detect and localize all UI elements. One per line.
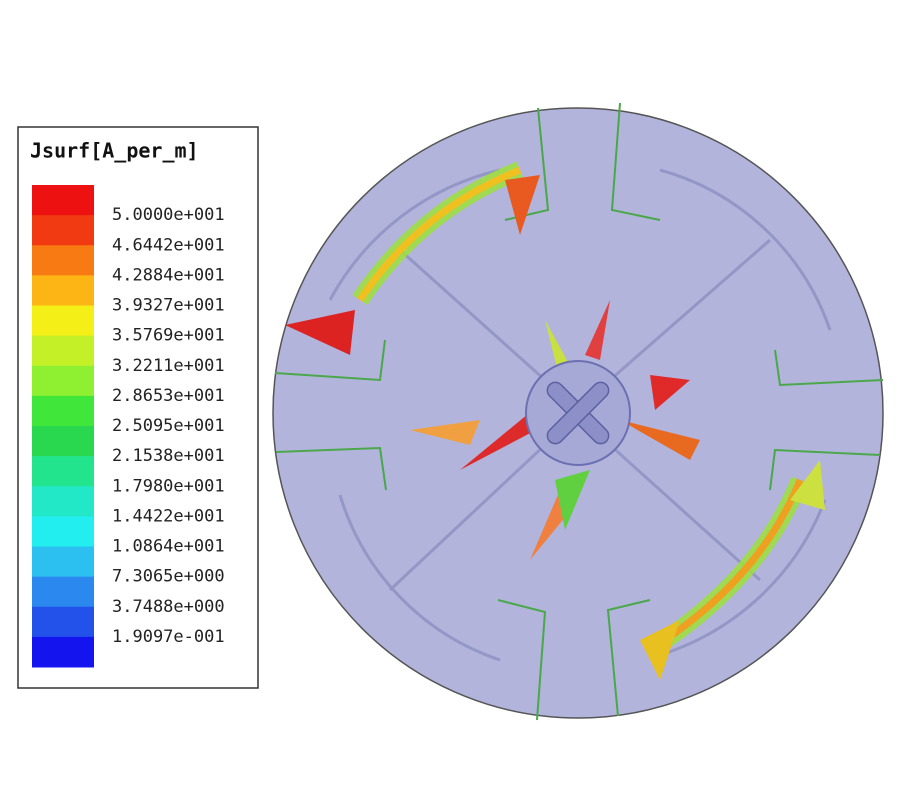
disc-model bbox=[272, 102, 884, 721]
slot bbox=[659, 499, 827, 657]
arrow bbox=[640, 620, 680, 680]
slots bbox=[328, 168, 832, 662]
legend-label: 4.2884e+001 bbox=[112, 265, 225, 285]
color-swatch bbox=[32, 456, 94, 487]
color-swatch bbox=[32, 215, 94, 246]
legend-title: Jsurf[A_per_m] bbox=[30, 139, 199, 163]
color-swatch bbox=[32, 305, 94, 337]
legend-label: 7.3065e+000 bbox=[112, 567, 225, 587]
arms bbox=[388, 238, 771, 592]
slot bbox=[338, 494, 501, 662]
arrow bbox=[285, 310, 355, 355]
color-swatch bbox=[32, 395, 94, 427]
arrow-band bbox=[357, 166, 522, 302]
slot bbox=[328, 168, 501, 301]
legend-label: 1.9097e-001 bbox=[112, 627, 225, 647]
legend-label: 2.8653e+001 bbox=[112, 386, 225, 406]
legend-label: 2.5095e+001 bbox=[112, 416, 225, 436]
legend-label: 2.1538e+001 bbox=[112, 446, 225, 466]
arrow bbox=[620, 420, 700, 460]
color-swatch bbox=[32, 636, 94, 668]
color-swatch bbox=[32, 546, 94, 578]
legend-label: 1.7980e+001 bbox=[112, 476, 225, 496]
color-swatch bbox=[32, 576, 94, 608]
legend-label: 4.6442e+001 bbox=[112, 235, 225, 255]
arrow bbox=[555, 470, 590, 530]
color-swatch bbox=[32, 185, 94, 216]
feed-cross bbox=[546, 381, 610, 445]
color-swatch bbox=[32, 606, 94, 638]
gap-right bbox=[769, 349, 884, 491]
color-swatch bbox=[32, 365, 94, 397]
cross-bar bbox=[546, 381, 610, 445]
legend: Jsurf[A_per_m] 5.0000e+001 4.6442e+001 4.2… bbox=[17, 126, 259, 689]
arrow bbox=[505, 175, 540, 235]
gap-left bbox=[274, 339, 387, 491]
color-swatch bbox=[32, 516, 94, 547]
legend-label: 3.5769e+001 bbox=[112, 326, 225, 346]
gap-bottom bbox=[497, 599, 651, 721]
legend-label: 3.9327e+001 bbox=[112, 296, 225, 316]
legend-label: 1.0864e+001 bbox=[112, 537, 225, 557]
legend-label: 5.0000e+001 bbox=[112, 205, 225, 225]
arrow-band bbox=[648, 478, 804, 653]
color-swatch bbox=[32, 275, 94, 306]
color-swatch bbox=[32, 335, 94, 367]
color-swatch bbox=[32, 426, 94, 457]
arrow bbox=[585, 300, 610, 360]
arrow bbox=[790, 460, 825, 510]
current-arrows bbox=[285, 161, 825, 680]
arrow bbox=[650, 375, 690, 410]
slot bbox=[659, 168, 832, 331]
sector-gaps bbox=[274, 102, 884, 721]
arrow bbox=[410, 420, 480, 445]
legend-label: 3.2211e+001 bbox=[112, 356, 225, 376]
color-swatch bbox=[32, 486, 94, 517]
color-swatch bbox=[32, 245, 94, 276]
legend-label: 3.7488e+000 bbox=[112, 597, 225, 617]
legend-label: 1.4422e+001 bbox=[112, 506, 225, 526]
